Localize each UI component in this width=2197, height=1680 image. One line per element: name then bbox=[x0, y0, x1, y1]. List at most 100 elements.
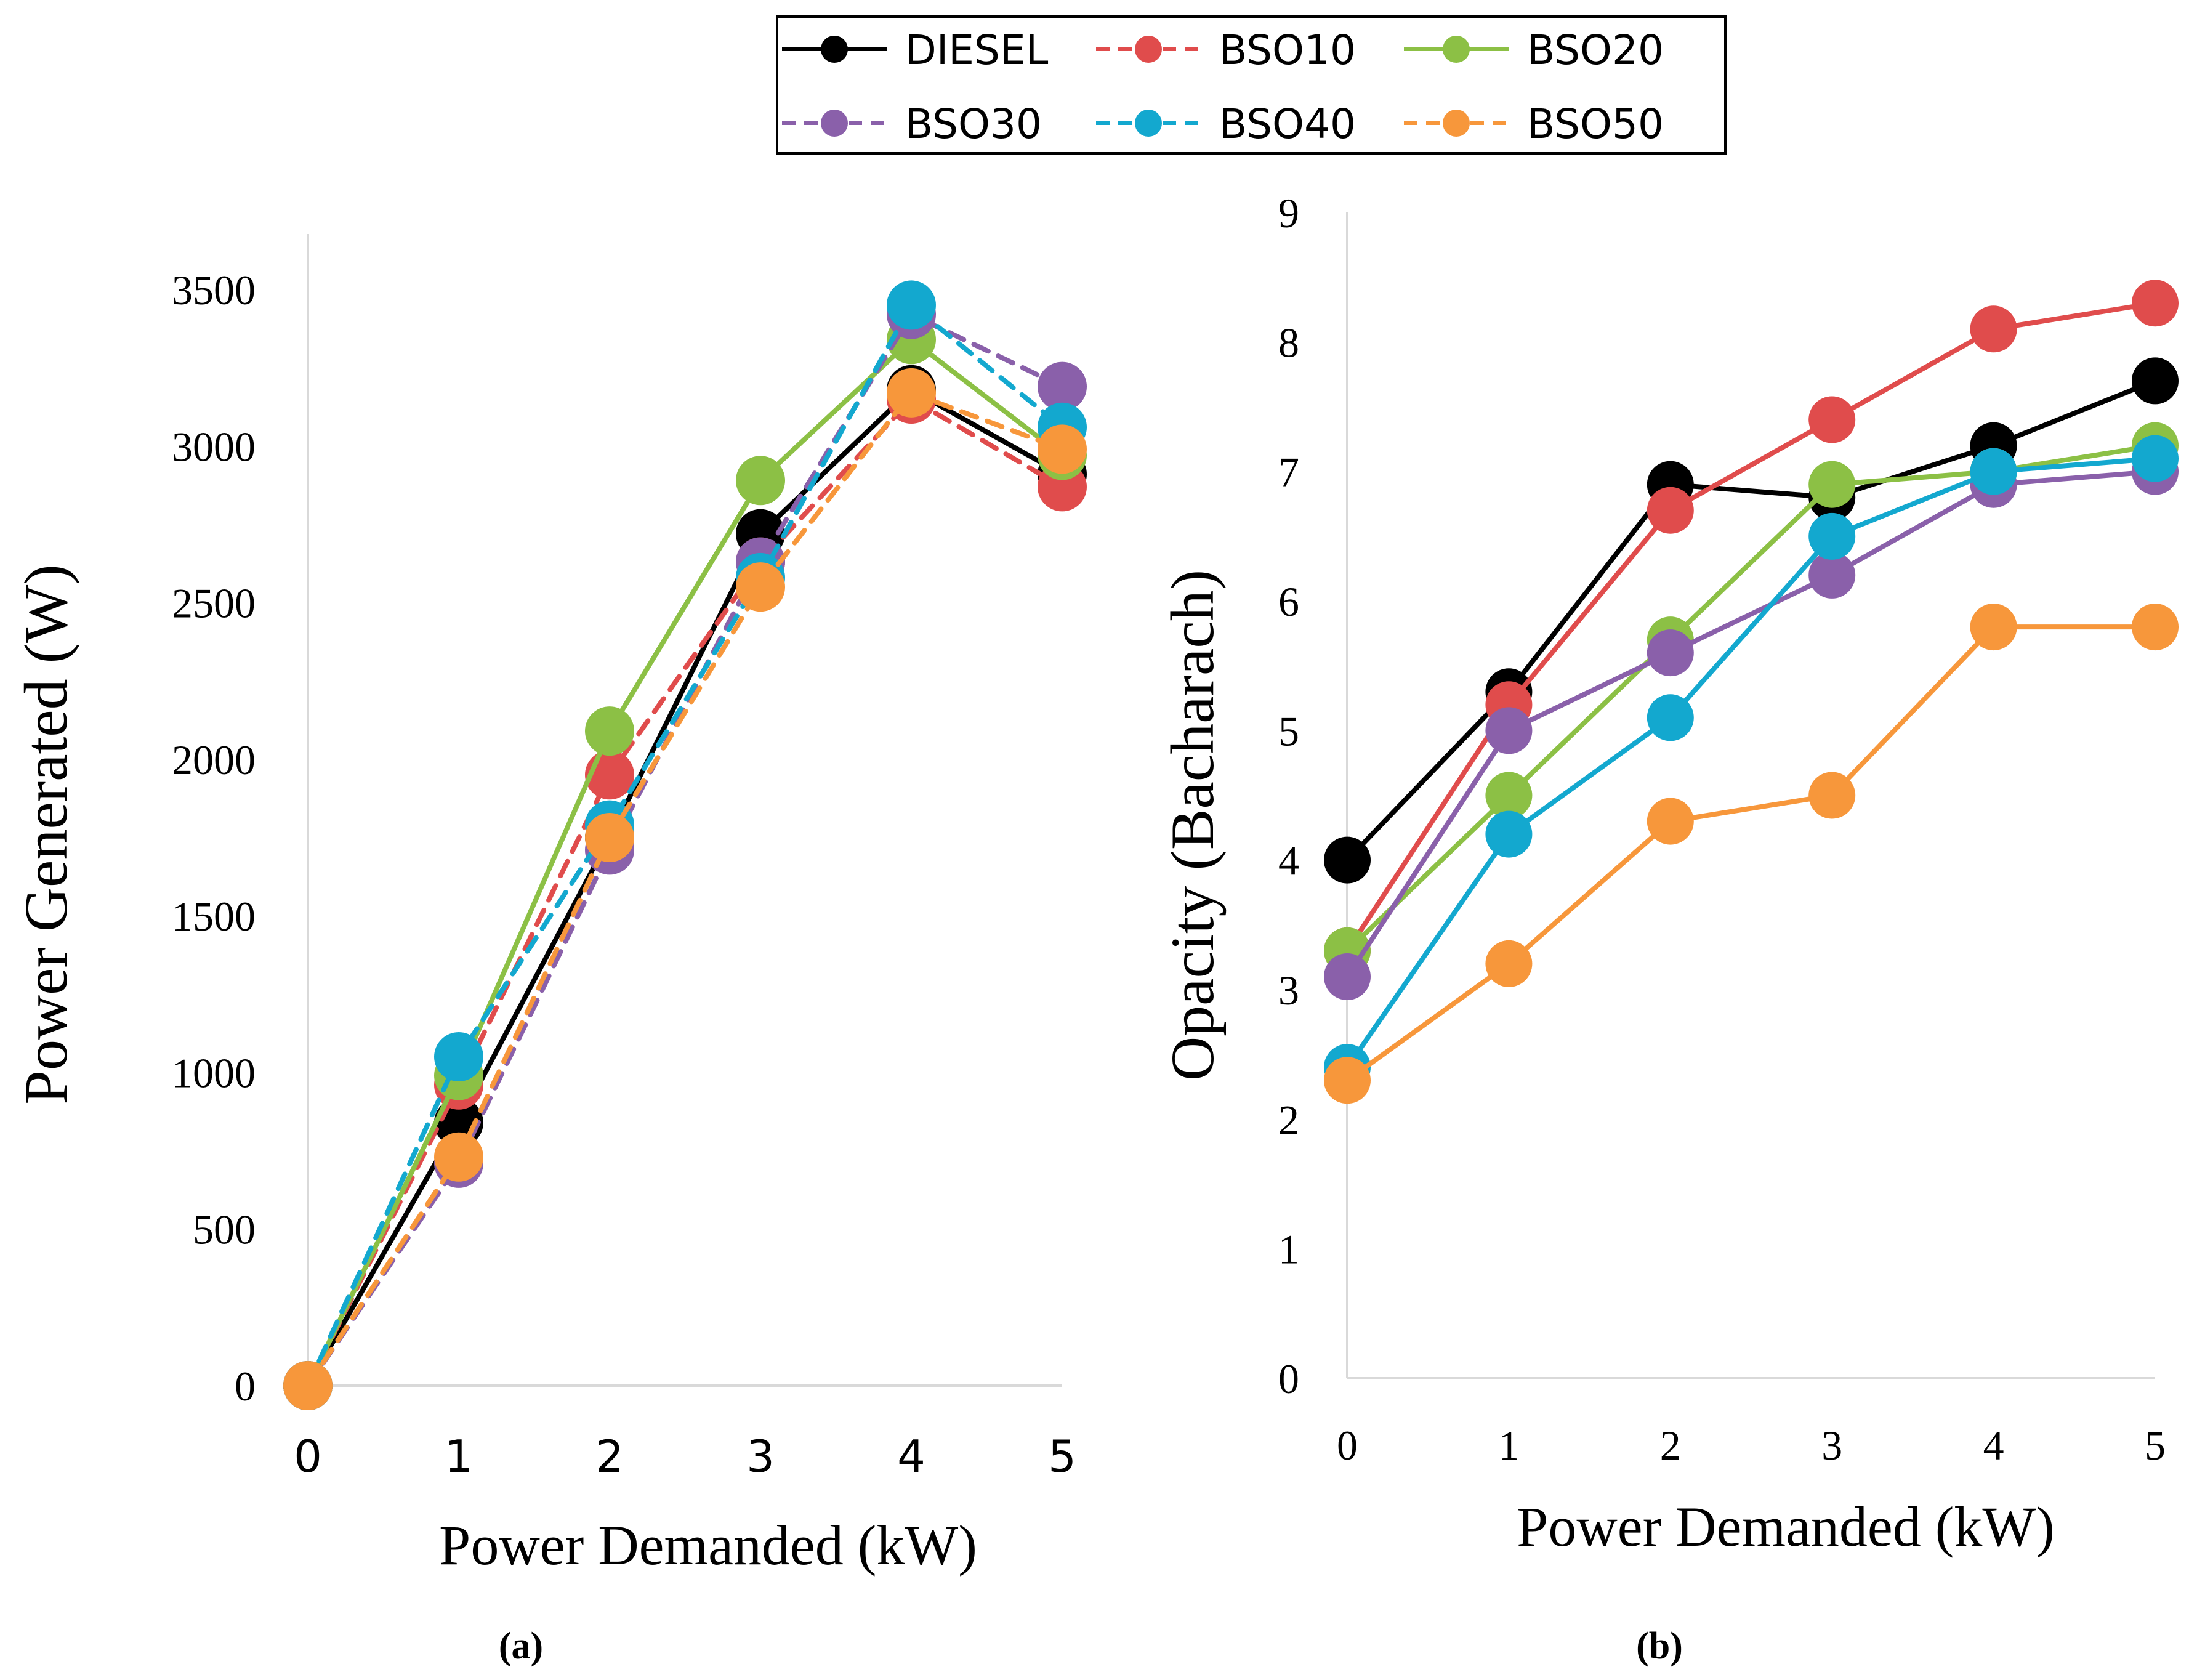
chart-a-y-tick-label: 0 bbox=[235, 1363, 256, 1410]
chart-b-x-tick-label: 1 bbox=[1498, 1422, 1519, 1469]
chart-a-point-bso50 bbox=[887, 368, 936, 418]
chart-a-point-bso30 bbox=[1038, 361, 1087, 411]
chart-b-x-tick-label: 4 bbox=[1983, 1422, 2004, 1469]
chart-a-x-tick-label: 3 bbox=[746, 1431, 775, 1482]
chart-a: 0 500 1000 1500 2000 2500 3000 3500 0 1 2 3 4 5 Powe… bbox=[12, 234, 1087, 1667]
chart-b-y-tick-label: 6 bbox=[1278, 578, 1299, 625]
chart-b-point-bso40 bbox=[1647, 694, 1694, 741]
chart-a-point-bso40 bbox=[434, 1032, 483, 1081]
chart-a-point-bso50 bbox=[283, 1361, 333, 1410]
chart-b-y-tick-label: 5 bbox=[1278, 708, 1299, 754]
chart-a-y-tick-label: 1000 bbox=[172, 1049, 256, 1096]
chart-b-y-tick-label: 1 bbox=[1278, 1226, 1299, 1273]
chart-a-point-bso20 bbox=[585, 706, 634, 756]
chart-a-line-bso50 bbox=[305, 390, 1065, 1388]
legend-marker-bso20 bbox=[1443, 36, 1470, 63]
chart-b: 0 1 2 3 4 5 6 7 8 9 0 1 2 3 4 5 Opacity (Bacharach) Po… bbox=[1158, 190, 2179, 1667]
legend-label-bso20: BSO20 bbox=[1527, 26, 1664, 74]
chart-b-point-bso50 bbox=[1970, 604, 2017, 651]
chart-b-y-tick-label: 2 bbox=[1278, 1096, 1299, 1143]
chart-a-line-diesel bbox=[305, 387, 1065, 1388]
chart-a-line-bso40 bbox=[305, 302, 1065, 1388]
chart-b-series-bso10 bbox=[1324, 280, 2179, 974]
chart-a-point-bso50 bbox=[1038, 424, 1087, 474]
chart-b-panel-label: (b) bbox=[1636, 1625, 1683, 1667]
chart-a-y-tick-label: 3000 bbox=[172, 423, 256, 470]
chart-b-y-tick-label: 8 bbox=[1278, 319, 1299, 366]
chart-b-point-bso30 bbox=[1485, 707, 1533, 754]
chart-b-point-bso10 bbox=[1808, 396, 1856, 443]
chart-b-point-bso50 bbox=[1485, 940, 1533, 987]
chart-a-y-tick-label: 2000 bbox=[172, 737, 256, 783]
legend-entry-diesel: DIESEL bbox=[782, 26, 1049, 74]
chart-b-point-bso50 bbox=[1647, 798, 1694, 845]
chart-b-series-diesel bbox=[1324, 357, 2179, 884]
chart-a-x-tick-label: 2 bbox=[595, 1431, 624, 1482]
chart-a-x-tick-label: 1 bbox=[445, 1431, 473, 1482]
chart-a-point-bso50 bbox=[736, 562, 785, 612]
chart-b-point-bso30 bbox=[1324, 953, 1371, 1000]
chart-a-x-axis-title: Power Demanded (kW) bbox=[439, 1514, 977, 1577]
legend-entry-bso10: BSO10 bbox=[1096, 26, 1356, 74]
legend-entry-bso40: BSO40 bbox=[1096, 100, 1356, 148]
chart-b-series-bso20 bbox=[1324, 422, 2179, 974]
chart-a-x-tick-label: 4 bbox=[897, 1431, 925, 1482]
chart-b-point-bso10 bbox=[1647, 487, 1694, 534]
chart-a-point-bso50 bbox=[434, 1132, 483, 1182]
chart-b-x-tick-label: 3 bbox=[1821, 1422, 1842, 1469]
chart-b-point-bso40 bbox=[1485, 810, 1533, 858]
chart-a-x-tick-label: 0 bbox=[294, 1431, 322, 1482]
chart-b-point-bso20 bbox=[1485, 772, 1533, 819]
chart-a-y-tick-label: 2500 bbox=[172, 580, 256, 627]
legend-marker-bso30 bbox=[821, 110, 848, 137]
chart-b-point-bso40 bbox=[1970, 448, 2017, 495]
chart-b-point-diesel bbox=[2132, 357, 2179, 405]
chart-a-point-bso50 bbox=[585, 813, 634, 862]
chart-b-point-bso20 bbox=[1808, 461, 1856, 508]
legend-marker-bso40 bbox=[1135, 110, 1162, 137]
legend-label-bso40: BSO40 bbox=[1219, 100, 1356, 148]
chart-b-x-tick-label: 2 bbox=[1660, 1422, 1681, 1469]
chart-b-line-bso30 bbox=[1345, 469, 2158, 979]
chart-b-line-bso10 bbox=[1345, 301, 2158, 953]
legend-marker-bso50 bbox=[1443, 110, 1470, 137]
legend: DIESEL BSO10 BSO20 BSO30 BSO40 BSO50 bbox=[776, 15, 1727, 155]
chart-a-y-tick-label: 500 bbox=[193, 1206, 256, 1253]
chart-b-point-bso50 bbox=[1324, 1057, 1371, 1104]
chart-a-y-tick-label: 1500 bbox=[172, 893, 256, 940]
chart-b-x-tick-label: 5 bbox=[2145, 1422, 2166, 1469]
chart-b-y-axis-title: Opacity (Bacharach) bbox=[1158, 570, 1227, 1081]
chart-a-series-diesel bbox=[283, 365, 1087, 1410]
chart-a-x-tick-label: 5 bbox=[1048, 1431, 1076, 1482]
chart-b-y-tick-label: 0 bbox=[1278, 1355, 1299, 1402]
chart-b-point-bso50 bbox=[2132, 604, 2179, 651]
legend-entry-bso30: BSO30 bbox=[782, 100, 1042, 148]
chart-b-point-bso10 bbox=[2132, 280, 2179, 327]
chart-b-x-tick-label: 0 bbox=[1337, 1422, 1358, 1469]
chart-b-point-bso40 bbox=[1808, 512, 1856, 560]
legend-label-bso10: BSO10 bbox=[1219, 26, 1356, 74]
chart-b-series-bso50 bbox=[1324, 604, 2179, 1104]
chart-b-line-diesel bbox=[1345, 378, 2158, 863]
chart-b-y-tick-label: 9 bbox=[1278, 190, 1299, 236]
legend-box bbox=[776, 15, 1727, 155]
chart-a-line-bso10 bbox=[305, 397, 1065, 1388]
chart-b-point-bso10 bbox=[1970, 305, 2017, 353]
chart-b-point-bso40 bbox=[2132, 435, 2179, 482]
legend-entry-bso20: BSO20 bbox=[1404, 26, 1664, 74]
chart-a-series-bso10 bbox=[283, 374, 1087, 1410]
legend-marker-diesel bbox=[821, 36, 848, 63]
chart-b-point-diesel bbox=[1324, 836, 1371, 884]
chart-b-line-bso50 bbox=[1345, 624, 2158, 1083]
chart-b-line-bso40 bbox=[1345, 456, 2158, 1070]
chart-a-point-bso40 bbox=[887, 280, 936, 330]
legend-marker-bso10 bbox=[1135, 36, 1162, 63]
chart-a-y-axis-title: Power Generated (W) bbox=[12, 564, 80, 1104]
chart-b-point-bso30 bbox=[1808, 551, 1856, 599]
chart-b-point-bso50 bbox=[1808, 772, 1856, 819]
chart-b-point-bso30 bbox=[1647, 629, 1694, 677]
chart-a-line-bso20 bbox=[305, 337, 1065, 1388]
chart-b-line-bso20 bbox=[1345, 443, 2158, 953]
chart-b-y-tick-label: 4 bbox=[1278, 838, 1299, 884]
